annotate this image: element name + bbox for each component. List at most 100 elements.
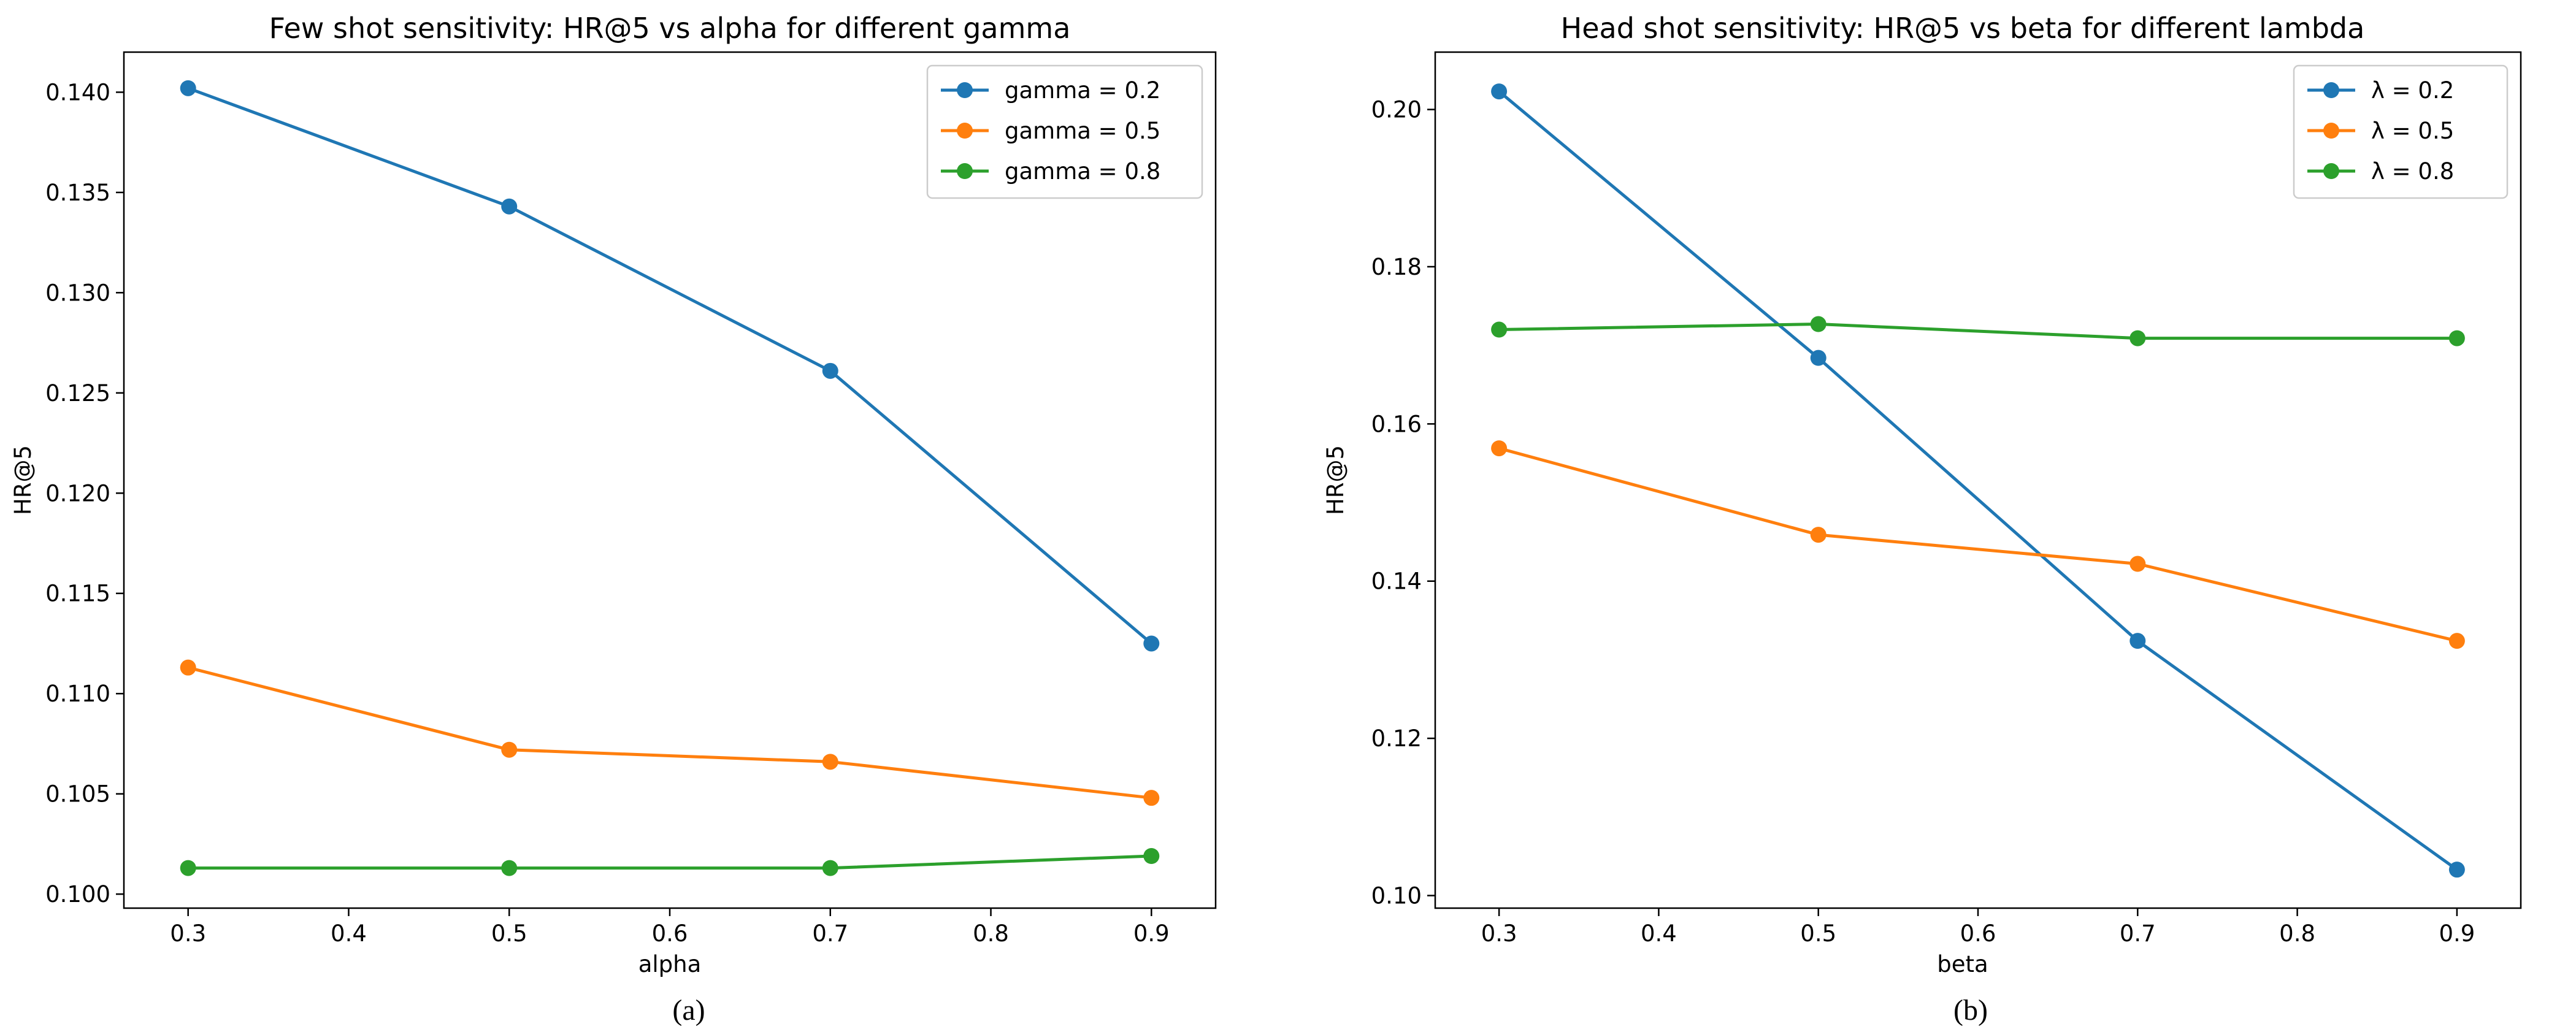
data-point xyxy=(2448,633,2465,649)
x-tick-label: 0.8 xyxy=(2279,920,2315,947)
series-2 xyxy=(180,659,1160,806)
y-tick-label: 0.18 xyxy=(1371,254,1422,280)
data-point xyxy=(1143,847,1160,864)
y-tick-label: 0.12 xyxy=(1371,725,1422,752)
chart-panel-b: Head shot sensitivity: HR@5 vs beta for … xyxy=(1322,12,2522,1026)
chart-title: Head shot sensitivity: HR@5 vs beta for … xyxy=(1561,12,2365,45)
y-tick-label: 0.120 xyxy=(45,480,110,506)
data-point xyxy=(1491,83,1508,100)
y-axis-label: HR@5 xyxy=(10,445,36,515)
x-tick-label: 0.9 xyxy=(2439,920,2475,947)
data-point xyxy=(1810,350,1827,366)
legend-label: gamma = 0.8 xyxy=(1005,158,1160,185)
data-point xyxy=(1491,321,1508,338)
series-1 xyxy=(1491,83,2465,878)
chart-title: Few shot sensitivity: HR@5 vs alpha for … xyxy=(269,12,1071,45)
series-line xyxy=(1498,90,2458,871)
y-tick-label: 0.14 xyxy=(1371,568,1422,595)
legend-marker xyxy=(957,123,973,139)
y-tick-label: 0.110 xyxy=(45,681,110,707)
legend: gamma = 0.2 gamma = 0.5 gamma = 0.8 xyxy=(926,64,1203,199)
chart-axes: 0.3 0.4 0.5 0.6 0.7 0.8 0.9 0.100 0.105 0.110 0.11… xyxy=(45,51,1217,947)
data-point xyxy=(1810,316,1827,332)
x-axis-label: alpha xyxy=(638,951,702,977)
data-point xyxy=(822,860,838,876)
chart-panel-a: Few shot sensitivity: HR@5 vs alpha for … xyxy=(10,12,1217,1026)
data-point xyxy=(501,741,518,758)
series-2 xyxy=(1491,440,2465,649)
x-tick-label: 0.4 xyxy=(331,920,367,947)
legend-label: λ = 0.8 xyxy=(2371,158,2454,185)
y-tick-label: 0.115 xyxy=(45,581,110,607)
x-tick-label: 0.4 xyxy=(1641,920,1677,947)
y-tick-label: 0.125 xyxy=(45,380,110,407)
x-tick-label: 0.7 xyxy=(812,920,848,947)
legend-marker xyxy=(957,163,973,179)
legend-marker xyxy=(957,82,973,98)
y-tick-label: 0.135 xyxy=(45,180,110,206)
data-point xyxy=(2129,330,2146,346)
y-tick-label: 0.130 xyxy=(45,280,110,306)
x-tick-label: 0.6 xyxy=(652,920,688,947)
legend-entry: λ = 0.2 xyxy=(2307,77,2454,104)
y-tick-label: 0.10 xyxy=(1371,882,1422,909)
panel-caption: (a) xyxy=(672,994,705,1026)
data-point xyxy=(1143,635,1160,652)
legend-entry: λ = 0.8 xyxy=(2307,158,2454,185)
legend-box xyxy=(926,64,1203,199)
y-tick-label: 0.140 xyxy=(45,79,110,105)
series-3 xyxy=(1491,316,2465,346)
legend-label: gamma = 0.2 xyxy=(1005,77,1160,104)
x-tick-label: 0.6 xyxy=(1960,920,1996,947)
legend-marker xyxy=(2323,123,2339,139)
legend-label: λ = 0.2 xyxy=(2371,77,2454,104)
y-tick-label: 0.105 xyxy=(45,781,110,808)
data-point xyxy=(2129,633,2146,649)
series-3 xyxy=(180,847,1160,876)
x-tick-label: 0.7 xyxy=(2120,920,2156,947)
legend-entry: gamma = 0.5 xyxy=(941,118,1160,144)
series-line xyxy=(1499,323,2457,340)
x-tick-label: 0.5 xyxy=(1800,920,1836,947)
data-point xyxy=(501,198,518,215)
data-point xyxy=(180,659,196,676)
legend-entry: gamma = 0.2 xyxy=(941,77,1160,104)
legend-marker xyxy=(2323,82,2339,98)
data-point xyxy=(822,754,838,770)
legend-entry: gamma = 0.8 xyxy=(941,158,1160,185)
chart-axes: 0.3 0.4 0.5 0.6 0.7 0.8 0.9 0.10 0.12 0.14 0.16 0.1… xyxy=(1371,51,2522,947)
data-point xyxy=(1143,790,1160,806)
data-point xyxy=(2129,556,2146,572)
x-axis-label: beta xyxy=(1937,951,1988,977)
data-point xyxy=(2448,330,2465,346)
y-axis-label: HR@5 xyxy=(1322,445,1349,515)
legend-entry: λ = 0.5 xyxy=(2307,118,2454,144)
x-tick-label: 0.3 xyxy=(170,920,206,947)
data-point xyxy=(1810,527,1827,543)
data-point xyxy=(1491,440,1508,457)
y-tick-label: 0.100 xyxy=(45,881,110,908)
series-1 xyxy=(180,80,1160,652)
legend-box xyxy=(2293,64,2509,199)
legend-label: gamma = 0.5 xyxy=(1005,118,1160,144)
legend-label: λ = 0.5 xyxy=(2371,118,2454,144)
x-tick-label: 0.9 xyxy=(1133,920,1170,947)
x-tick-label: 0.8 xyxy=(973,920,1009,947)
x-tick-label: 0.3 xyxy=(1481,920,1517,947)
series-line xyxy=(188,854,1152,870)
data-point xyxy=(180,860,196,876)
data-point xyxy=(822,362,838,379)
series-line xyxy=(188,666,1152,800)
legend: λ = 0.2 λ = 0.5 λ = 0.8 xyxy=(2293,64,2509,199)
series-line xyxy=(1498,446,2458,643)
data-point xyxy=(2448,862,2465,878)
x-tick-label: 0.5 xyxy=(491,920,527,947)
y-tick-label: 0.20 xyxy=(1371,97,1422,123)
legend-marker xyxy=(2323,163,2339,179)
y-tick-label: 0.16 xyxy=(1371,411,1422,437)
data-point xyxy=(501,860,518,876)
panel-caption: (b) xyxy=(1953,994,1988,1026)
data-point xyxy=(180,80,196,96)
series-line xyxy=(187,86,1152,645)
